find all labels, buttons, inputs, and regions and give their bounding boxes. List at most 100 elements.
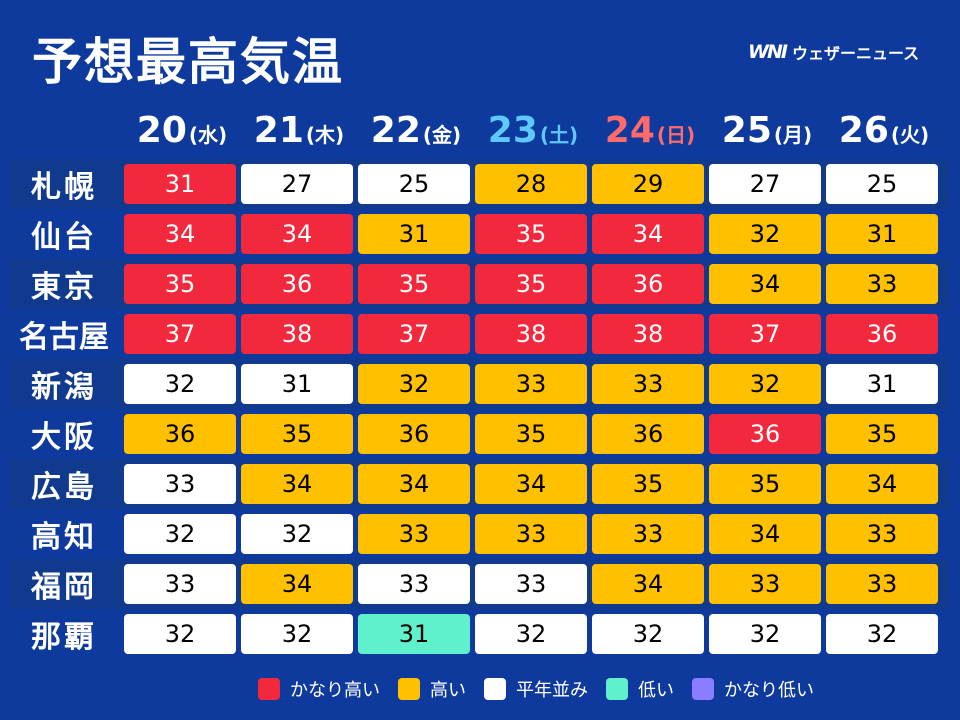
legend-item: 低い: [606, 676, 674, 702]
temperature-cell: 36: [358, 414, 470, 454]
temperature-cell: 25: [826, 164, 938, 204]
temperature-cell: 32: [709, 614, 821, 654]
city-label: 広島: [31, 470, 97, 505]
temperature-cell: 33: [709, 564, 821, 604]
page-title: 予想最高気温: [32, 33, 344, 91]
legend-item: かなり高い: [258, 676, 380, 702]
city-label: 那覇: [31, 620, 97, 655]
temperature-cell: 34: [592, 564, 704, 604]
date-number: 24: [604, 110, 655, 151]
temperature-cell: 38: [592, 314, 704, 354]
date-number: 20: [136, 110, 187, 151]
city-label: 札幌: [31, 170, 97, 205]
date-header-0: 20 (水): [124, 110, 240, 154]
temperature-cell: 32: [124, 364, 236, 404]
date-header-1: 21 (木): [241, 110, 357, 154]
temperature-cell: 33: [124, 464, 236, 504]
legend-label: かなり高い: [290, 680, 380, 701]
temperature-cell: 31: [826, 214, 938, 254]
temperature-cell: 32: [709, 214, 821, 254]
date-number: 26: [838, 110, 889, 151]
temperature-cell: 25: [358, 164, 470, 204]
temperature-cell: 35: [475, 414, 587, 454]
city-label: 新潟: [31, 370, 97, 405]
temperature-cell: 31: [124, 164, 236, 204]
legend-label: 低い: [638, 680, 674, 701]
wni-logo-mark: WNI: [748, 41, 788, 63]
date-weekday: (火): [890, 123, 930, 147]
temperature-cell: 28: [475, 164, 587, 204]
temperature-cell: 35: [826, 414, 938, 454]
temperature-cell: 27: [241, 164, 353, 204]
temperature-cell: 34: [592, 214, 704, 254]
logo-text: ウェザーニュース: [791, 44, 920, 63]
temperature-cell: 36: [826, 314, 938, 354]
temperature-cell: 32: [241, 514, 353, 554]
city-label: 東京: [31, 270, 97, 305]
temperature-cell: 33: [826, 564, 938, 604]
date-header-2: 22 (金): [358, 110, 474, 154]
temperature-cell: 34: [241, 464, 353, 504]
temperature-cell: 31: [358, 614, 470, 654]
legend-swatch: [258, 678, 280, 700]
temperature-cell: 36: [592, 414, 704, 454]
temperature-cell: 35: [124, 264, 236, 304]
temperature-cell: 38: [241, 314, 353, 354]
temperature-cell: 35: [241, 414, 353, 454]
temperature-cell: 35: [592, 464, 704, 504]
date-header-6: 26 (火): [826, 110, 942, 154]
city-label: 大阪: [31, 420, 97, 455]
temperature-cell: 34: [241, 214, 353, 254]
temperature-cell: 35: [475, 264, 587, 304]
temperature-cell: 34: [241, 564, 353, 604]
city-label: 福岡: [31, 570, 97, 605]
temperature-cell: 32: [124, 514, 236, 554]
legend-label: 高い: [430, 680, 466, 701]
temperature-cell: 37: [124, 314, 236, 354]
date-number: 21: [253, 110, 304, 151]
temperature-cell: 32: [124, 614, 236, 654]
temperature-cell: 34: [358, 464, 470, 504]
temperature-cell: 33: [592, 364, 704, 404]
temperature-cell: 32: [709, 364, 821, 404]
date-weekday: (木): [305, 123, 345, 147]
legend-item: 高い: [398, 676, 466, 702]
legend-label: かなり低い: [724, 680, 814, 701]
legend-item: かなり低い: [692, 676, 814, 702]
date-number: 23: [487, 110, 538, 151]
date-header-5: 25 (月): [709, 110, 825, 154]
date-number: 25: [721, 110, 772, 151]
temperature-cell: 38: [475, 314, 587, 354]
temperature-cell: 35: [358, 264, 470, 304]
temperature-cell: 31: [358, 214, 470, 254]
date-number: 22: [370, 110, 421, 151]
temperature-cell: 34: [709, 264, 821, 304]
temperature-cell: 34: [826, 464, 938, 504]
temperature-cell: 33: [826, 264, 938, 304]
legend-swatch: [398, 678, 420, 700]
temperature-cell: 33: [826, 514, 938, 554]
date-weekday: (水): [188, 123, 228, 147]
date-weekday: (日): [656, 123, 696, 147]
temperature-cell: 35: [475, 214, 587, 254]
legend-swatch: [606, 678, 628, 700]
legend-label: 平年並み: [516, 680, 588, 701]
city-label: 仙台: [31, 220, 97, 255]
temperature-cell: 33: [592, 514, 704, 554]
temperature-cell: 36: [124, 414, 236, 454]
temperature-cell: 31: [241, 364, 353, 404]
temperature-cell: 34: [709, 514, 821, 554]
temperature-cell: 27: [709, 164, 821, 204]
legend-swatch: [692, 678, 714, 700]
temperature-cell: 32: [592, 614, 704, 654]
date-weekday: (金): [422, 123, 462, 147]
temperature-cell: 32: [358, 364, 470, 404]
temperature-cell: 33: [358, 564, 470, 604]
legend-swatch: [484, 678, 506, 700]
temperature-cell: 37: [358, 314, 470, 354]
temperature-cell: 33: [475, 564, 587, 604]
legend: かなり高い 高い 平年並み 低い かなり低い: [258, 676, 814, 702]
city-label: 名古屋: [19, 320, 109, 355]
date-weekday: (土): [539, 123, 579, 147]
temperature-cell: 29: [592, 164, 704, 204]
